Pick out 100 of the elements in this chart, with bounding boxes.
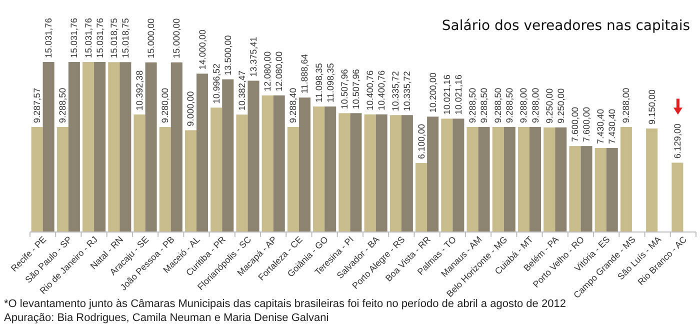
text: *O levantamento junto às Câmaras Municipais das capitais brasileiras foi feito no período de abril a agosto de 2012 xyxy=(4,298,566,310)
data-label: 9.288,50 xyxy=(504,88,515,123)
data-label: 15.018,75 xyxy=(120,18,130,58)
bar xyxy=(544,127,556,232)
data-label: 9.287,57 xyxy=(32,88,42,123)
data-label: 12.080,00 xyxy=(262,51,273,92)
bar xyxy=(620,126,632,232)
data-label: 7.430,40 xyxy=(607,108,618,144)
bar xyxy=(530,126,542,232)
bar xyxy=(478,126,490,232)
bar xyxy=(338,113,350,232)
bar xyxy=(518,126,530,232)
bar xyxy=(569,146,581,232)
data-label: 10.996,52 xyxy=(211,64,222,104)
data-label: 7.430,40 xyxy=(596,108,606,144)
bar xyxy=(401,115,413,232)
data-label: 14.000,00 xyxy=(197,30,208,70)
data-label: 10.200,00 xyxy=(428,72,438,113)
bar xyxy=(82,62,94,232)
bar xyxy=(452,118,464,232)
data-label: 10.021,16 xyxy=(442,74,452,115)
data-label: 11.888,64 xyxy=(300,54,310,94)
bar xyxy=(580,146,592,232)
bar xyxy=(236,114,248,232)
data-label: 10.507,96 xyxy=(339,69,350,110)
data-label: 13.375,41 xyxy=(248,36,258,77)
chart-title: Salário dos vereadores nas capitais xyxy=(442,18,690,34)
bar xyxy=(120,62,132,232)
bar xyxy=(441,118,453,232)
data-label: 10.335,72 xyxy=(402,71,412,112)
data-label: 7.600,00 xyxy=(570,107,580,142)
data-label: 6.100,00 xyxy=(416,124,426,160)
bar xyxy=(42,62,54,232)
data-label: 11.098,35 xyxy=(325,63,336,102)
data-label: 9.288,50 xyxy=(58,88,68,123)
bar xyxy=(262,95,274,232)
bar xyxy=(416,163,428,232)
data-label: 11.098,35 xyxy=(314,63,324,102)
data-label: 9.288,40 xyxy=(288,88,298,123)
data-label: 13.500,00 xyxy=(222,35,233,76)
bar xyxy=(606,148,618,232)
bar xyxy=(159,127,171,232)
bar xyxy=(94,62,106,232)
bar xyxy=(196,74,208,232)
data-label: 9.288,50 xyxy=(493,88,504,123)
bar xyxy=(466,126,478,232)
bar xyxy=(170,62,182,232)
bar xyxy=(364,114,376,232)
data-label: 9.288,00 xyxy=(621,88,632,123)
bar xyxy=(350,113,362,232)
data-label: 15.000,00 xyxy=(146,18,156,58)
data-label: 15.031,76 xyxy=(94,18,105,58)
bar xyxy=(504,126,516,232)
data-label: 9.288,50 xyxy=(468,88,478,123)
data-label: 6.129,00 xyxy=(672,124,682,159)
bar xyxy=(108,62,120,232)
data-label: 15.031,76 xyxy=(44,18,54,58)
bar xyxy=(248,80,260,232)
data-label: 10.400,76 xyxy=(376,70,387,110)
data-label: 15.031,76 xyxy=(83,18,94,58)
bar xyxy=(31,126,43,232)
data-label: 9.250,00 xyxy=(544,88,554,124)
bar xyxy=(273,95,285,232)
bar xyxy=(134,114,146,232)
bar xyxy=(184,130,196,232)
data-label: 15.031,76 xyxy=(69,18,80,58)
bar xyxy=(324,106,336,232)
bar xyxy=(646,128,658,232)
data-label: 9.280,00 xyxy=(160,88,170,124)
data-label: 15.018,75 xyxy=(108,18,119,58)
data-label: 10.400,76 xyxy=(365,70,376,110)
data-label: 15.000,00 xyxy=(172,18,182,58)
bar xyxy=(210,108,222,232)
bar xyxy=(222,79,234,232)
data-label: 9.250,00 xyxy=(556,88,566,124)
data-label: 10.507,96 xyxy=(350,69,361,110)
bar xyxy=(672,162,684,232)
bar xyxy=(427,116,439,232)
bar xyxy=(313,106,325,232)
data-label: 12.080,00 xyxy=(274,51,284,92)
bar xyxy=(56,126,68,232)
data-label: 9.288,50 xyxy=(479,88,490,123)
bar xyxy=(390,115,402,232)
bar xyxy=(145,62,157,232)
data-label: 9.150,00 xyxy=(646,89,657,125)
bar xyxy=(68,62,80,232)
bar xyxy=(298,98,310,232)
bar xyxy=(492,126,504,232)
data-label: 10.021,16 xyxy=(453,74,464,115)
data-label: 10.335,72 xyxy=(390,71,401,112)
text: Apuração: Bia Rodrigues, Camila Neuman e Maria Denise Galvani xyxy=(4,312,329,324)
data-label: 7.600,00 xyxy=(581,107,592,142)
data-label: 10.392,38 xyxy=(134,70,145,110)
bar xyxy=(287,126,299,232)
data-label: 9.288,00 xyxy=(518,88,529,123)
bar xyxy=(555,127,567,232)
bar xyxy=(594,148,606,232)
bar xyxy=(376,114,388,232)
data-label: 10.382,47 xyxy=(236,70,247,111)
data-label: 9.288,00 xyxy=(530,88,540,123)
